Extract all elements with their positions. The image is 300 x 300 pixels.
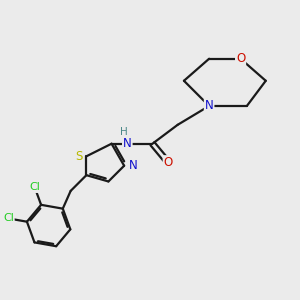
Text: O: O [236,52,245,65]
Text: Cl: Cl [3,213,14,224]
Text: N: N [129,159,138,172]
Text: N: N [205,99,214,112]
Text: S: S [75,150,82,163]
Text: N: N [123,137,132,150]
Text: O: O [164,156,173,169]
Text: Cl: Cl [29,182,40,192]
Text: H: H [120,128,128,137]
